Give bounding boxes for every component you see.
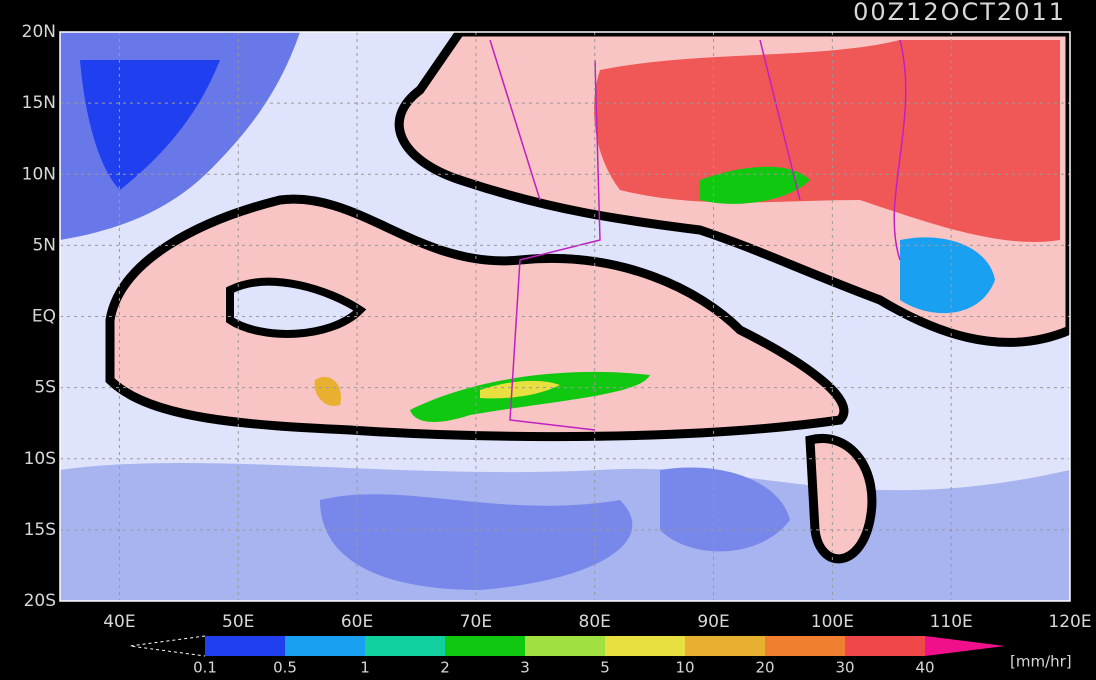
blue-region (320, 494, 633, 590)
colorbar-over (925, 636, 1005, 656)
colorbar-label: 2 (440, 659, 450, 677)
colorbar-label: 0.5 (273, 659, 297, 677)
lat-tick-label: 15N (22, 93, 56, 113)
colorbar-segment (365, 636, 445, 656)
lat-tick-label: 20S (24, 591, 56, 611)
lon-tick-label: 120E (1048, 612, 1091, 632)
convection (900, 237, 995, 314)
lon-tick-label: 50E (222, 612, 254, 632)
coastline (489, 39, 907, 431)
blue-region (660, 467, 790, 552)
lat-tick-label: 20N (22, 22, 56, 42)
lat-tick-label: 5S (34, 378, 56, 398)
lon-tick-label: 60E (341, 612, 373, 632)
colorbar-label: 30 (835, 659, 854, 677)
lon-tick-label: 100E (811, 612, 854, 632)
colorbar-label: 40 (915, 659, 934, 677)
map-frame (59, 31, 1071, 602)
colorbar-unit: [mm/hr] (1010, 653, 1072, 671)
lon-tick-label: 80E (579, 612, 611, 632)
lat-tick-label: 10S (24, 449, 56, 469)
blue-region (80, 60, 220, 190)
lat-tick-label: 10N (22, 164, 56, 184)
colorbar-segment (525, 636, 605, 656)
colorbar-segment (205, 636, 285, 656)
colorbar-label: 1 (360, 659, 370, 677)
colorbar-label: 0.1 (193, 659, 217, 677)
colorbar-under (129, 635, 206, 657)
colorbar-label: 3 (520, 659, 530, 677)
lon-tick-label: 90E (697, 612, 729, 632)
convection (700, 166, 810, 204)
convection (410, 371, 650, 422)
convection (314, 376, 341, 406)
colorbar-segment (285, 636, 365, 656)
dry-region (226, 277, 367, 338)
rain-region (105, 194, 849, 442)
colorbar-segment (685, 636, 765, 656)
lon-tick-label: 110E (930, 612, 973, 632)
colorbar-label: 20 (755, 659, 774, 677)
lat-tick-label: EQ (32, 307, 56, 327)
title: 00Z12OCT2011 (853, 0, 1066, 26)
colorbar-label: 5 (600, 659, 610, 677)
colorbar-segment (445, 636, 525, 656)
lon-tick-label: 40E (103, 612, 135, 632)
convection (480, 380, 560, 399)
lat-tick-label: 15S (24, 520, 56, 540)
colorbar-segment (605, 636, 685, 656)
colorbar-segment (845, 636, 925, 656)
colorbar-label: 10 (675, 659, 694, 677)
rain-region (805, 434, 877, 564)
colorbar-segment (765, 636, 845, 656)
lon-tick-label: 70E (460, 612, 492, 632)
lat-tick-label: 5N (32, 235, 56, 255)
